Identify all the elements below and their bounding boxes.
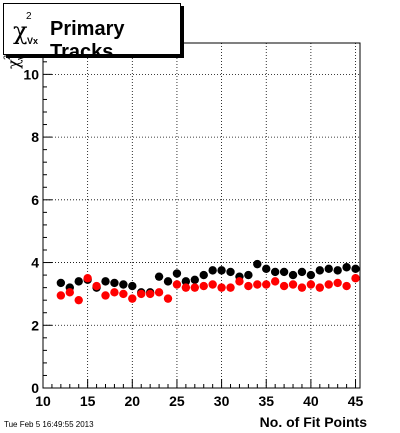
red-series-point [226, 283, 235, 292]
black-series-point [262, 264, 271, 274]
red-series-point [333, 278, 342, 288]
red-series-point [154, 288, 164, 297]
red-series-point [306, 280, 316, 289]
red-series-point [253, 280, 262, 289]
x-tick-label: 40 [303, 393, 319, 409]
x-tick-label: 15 [80, 393, 96, 409]
red-series-point [262, 280, 271, 289]
black-series-point [154, 272, 164, 281]
x-tick-label: 25 [169, 393, 185, 409]
black-series-point [199, 270, 208, 280]
red-series-point [279, 281, 289, 291]
title-box: χ 2 Vx Primary Tracks [3, 3, 181, 63]
black-series-point [110, 278, 119, 288]
black-series-point [101, 277, 110, 286]
red-series-point [110, 288, 119, 297]
red-series-point [190, 283, 200, 292]
black-series-point [270, 267, 280, 277]
red-series-point [199, 281, 208, 291]
chart-title: Primary Tracks [50, 18, 125, 63]
red-series-point [145, 289, 155, 299]
red-series-point [208, 280, 217, 289]
black-series-point [74, 277, 83, 286]
black-series-point [163, 277, 173, 286]
red-series-point [324, 280, 333, 289]
black-series-point [181, 277, 191, 286]
black-series-point [288, 270, 298, 280]
red-series-point [137, 289, 146, 299]
red-series-point [119, 289, 128, 299]
black-series-point [342, 263, 351, 272]
black-series-point [56, 278, 66, 288]
y-axis-label-symbol: χ [4, 59, 23, 69]
x-tick-label: 10 [35, 393, 51, 409]
black-series-point [217, 266, 226, 275]
y-tick-label: 8 [31, 129, 39, 145]
black-series-point [172, 269, 182, 278]
x-axis-label: No. of Fit Points [260, 414, 368, 430]
red-series-point [128, 294, 137, 303]
y-tick-label: 0 [31, 380, 39, 396]
red-series-point [56, 291, 66, 300]
data-points [56, 259, 360, 305]
title-superscript: 2 [26, 11, 32, 22]
red-series-point [65, 288, 74, 297]
black-series-point [279, 267, 289, 277]
x-tick-label: 35 [258, 393, 274, 409]
y-tick-label: 2 [31, 317, 39, 333]
grid [42, 43, 360, 389]
red-series-point [101, 291, 110, 300]
plot-frame [42, 42, 361, 389]
black-series-point [324, 264, 333, 274]
black-series-point [226, 267, 235, 277]
black-series-point [333, 266, 342, 275]
red-series-point [217, 283, 226, 292]
title-chi-symbol: χ [13, 17, 28, 45]
x-tick-label: 45 [348, 393, 364, 409]
black-series-point [297, 267, 307, 277]
red-series-point [163, 294, 173, 303]
red-series-point [83, 274, 92, 283]
red-series-point [270, 277, 280, 286]
y-tick-label: 10 [23, 66, 39, 82]
axes: 10 15 20 25 30 35 40 45 0 2 4 6 8 10 [23, 48, 364, 409]
red-series-point [74, 295, 83, 305]
x-tick-label: 20 [125, 393, 141, 409]
black-series-point [119, 280, 128, 289]
red-series-point [181, 283, 191, 292]
title-subscript: Vx [27, 36, 39, 46]
black-series-point [244, 270, 253, 280]
red-series-point [315, 283, 325, 292]
red-series-point [342, 281, 351, 291]
y-tick-label: 6 [31, 192, 39, 208]
black-series-point [190, 275, 200, 284]
red-series-point [351, 274, 360, 283]
black-series-point [306, 270, 316, 280]
red-series-point [297, 283, 307, 292]
red-series-point [172, 280, 182, 289]
red-series-point [288, 280, 298, 289]
black-series-point [253, 259, 262, 269]
red-series-point [92, 281, 101, 291]
black-series-point [351, 264, 360, 274]
y-axis-label-superscript: 2 [2, 55, 12, 60]
black-series-point [128, 281, 137, 291]
black-series-point [208, 266, 217, 275]
y-tick-label: 4 [31, 255, 39, 271]
x-tick-label: 30 [214, 393, 230, 409]
red-series-point [244, 281, 253, 291]
datestamp: Tue Feb 5 16:49:55 2013 [4, 420, 94, 429]
black-series-point [315, 266, 325, 275]
red-series-point [235, 277, 244, 286]
